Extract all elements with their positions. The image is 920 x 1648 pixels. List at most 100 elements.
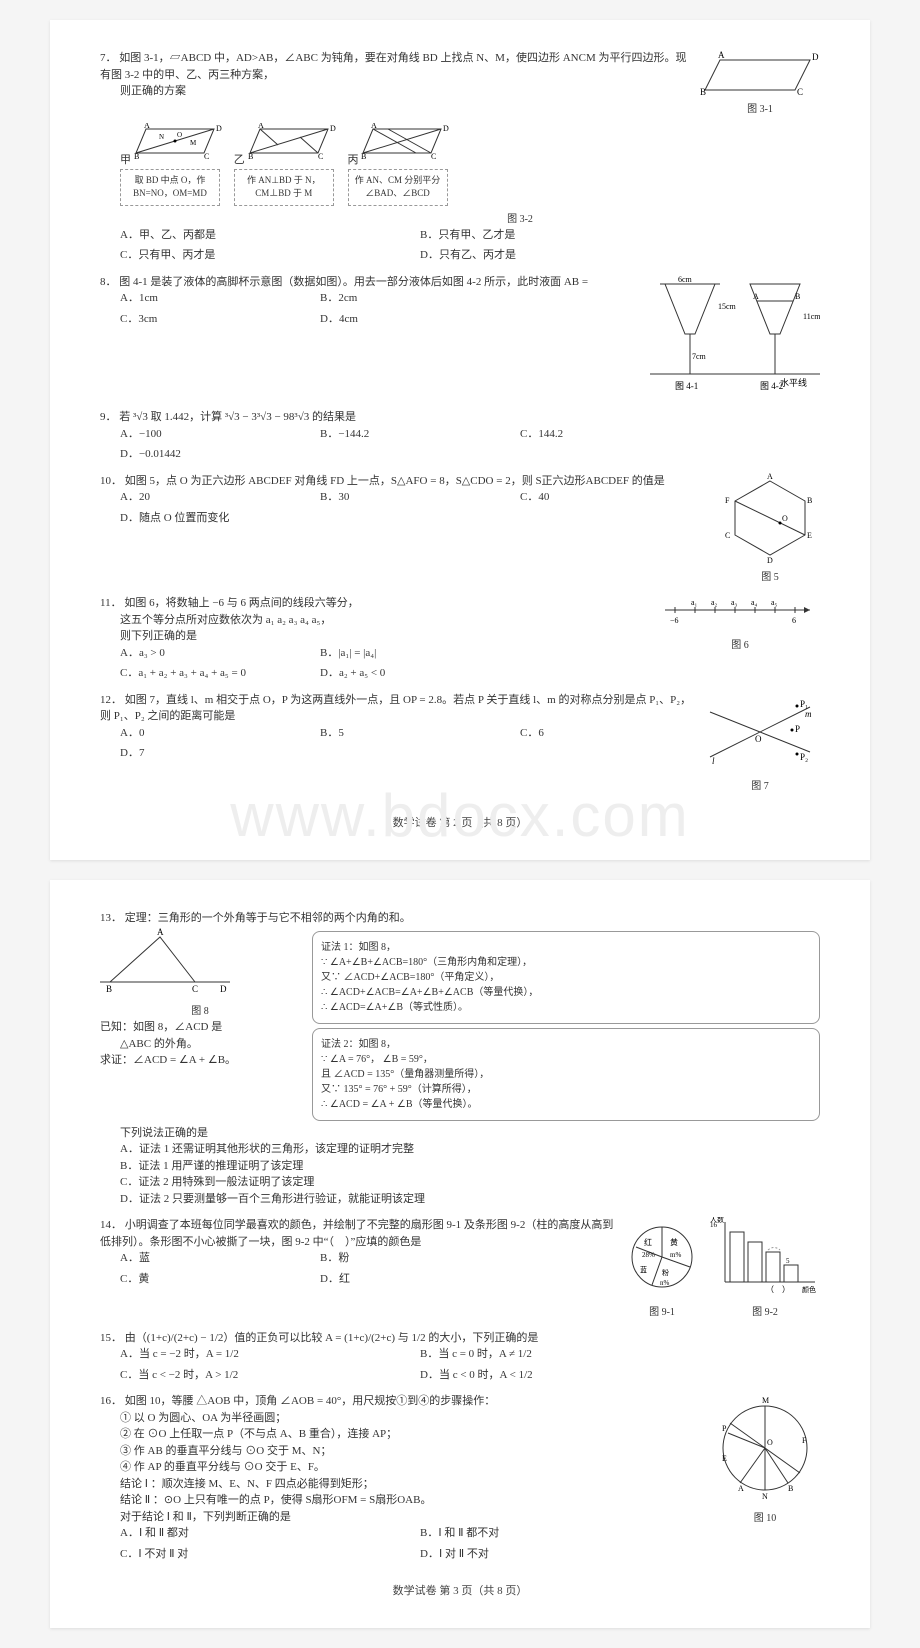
scheme-bing: 丙 ADBC 作 AN、CM 分别平分 ∠BAD、∠BCD xyxy=(348,123,452,206)
svg-text:P₂: P₂ xyxy=(800,752,808,762)
question-13: 13． 定理：三角形的一个外角等于与它不相邻的两个内角的和。 A B C D 图… xyxy=(100,910,820,1207)
stem-7cm: 7cm xyxy=(692,352,707,361)
svg-text:C: C xyxy=(318,152,323,161)
fig92-cap: 图 9-2 xyxy=(710,1305,820,1320)
q9-opt-a: A．−100 xyxy=(120,426,280,443)
fig-4: 6cm 15cm 7cm AB 11cm 水平线 图 4-1 图 4-2 xyxy=(650,274,820,400)
svg-text:A: A xyxy=(718,50,725,60)
q12-opt-b: B．5 xyxy=(320,725,480,742)
q16-opt-b: B．Ⅰ 和 Ⅱ 都不对 xyxy=(420,1525,680,1542)
svg-text:C: C xyxy=(725,531,730,540)
svg-text:P: P xyxy=(795,724,800,734)
question-9: 9． 若 ³√3 取 1.442，计算 ³√3 − 3³√3 − 98³√3 的… xyxy=(100,409,820,463)
q13-prove: 求证：∠ACD = ∠A + ∠B。 xyxy=(100,1052,300,1069)
q15-opt-c: C．当 c < −2 时，A > 1/2 xyxy=(120,1367,380,1384)
q12-text: 如图 7，直线 l、m 相交于点 O，P 为这两直线外一点，且 OP = 2.8… xyxy=(100,694,691,723)
q10-opt-c: C．40 xyxy=(520,489,680,506)
q13-left-col: A B C D 图 8 已知：如图 8，∠ACD 是 △ABC 的外角。 求证：… xyxy=(100,927,300,1069)
q13-text: 定理：三角形的一个外角等于与它不相邻的两个内角的和。 xyxy=(125,912,411,924)
q8-opt-d: D．4cm xyxy=(320,311,480,328)
fig10-cap: 图 10 xyxy=(710,1511,820,1526)
scheme-yi-desc: 作 AN⊥BD 于 N，CM⊥BD 于 M xyxy=(234,169,334,206)
q13-opt-a: A．证法 1 还需证明其他形状的三角形，该定理的证明才完整 xyxy=(120,1141,820,1158)
svg-text:E: E xyxy=(807,531,812,540)
q13-known2: △ABC 的外角。 xyxy=(120,1036,300,1053)
q7-schemes: 甲 ADBCNOM 取 BD 中点 O，作 BN=NO，OM=MD 乙 ADBC… xyxy=(120,123,820,206)
svg-text:B: B xyxy=(795,292,800,301)
question-15: 15． 由（(1+c)/(2+c) − 1/2）值的正负可以比较 A = (1+… xyxy=(100,1330,820,1384)
q14-opt-c: C．黄 xyxy=(120,1271,280,1288)
svg-text:M: M xyxy=(762,1396,769,1405)
svg-text:粉: 粉 xyxy=(662,1268,669,1277)
svg-text:m: m xyxy=(805,709,812,719)
svg-text:红: 红 xyxy=(644,1237,652,1247)
q11-opt-b: B．|a₁| = |a₄| xyxy=(320,645,480,662)
svg-text:a₅: a₅ xyxy=(771,598,778,607)
svg-text:F: F xyxy=(725,496,730,505)
q12-opt-d: D．7 xyxy=(120,745,280,762)
svg-text:a₃: a₃ xyxy=(731,598,738,607)
question-7: AD BC 图 3-1 7． 如图 3-1，▱ABCD 中，AD>AB，∠ABC… xyxy=(100,50,820,264)
q8-opt-c: C．3cm xyxy=(120,311,280,328)
svg-text:N: N xyxy=(762,1492,768,1501)
q10-number: 10． xyxy=(100,475,122,487)
scheme-yi: 乙 ADBC 作 AN⊥BD 于 N，CM⊥BD 于 M xyxy=(234,123,338,206)
svg-text:A: A xyxy=(767,473,773,481)
q14-number: 14． xyxy=(100,1219,122,1231)
q12-options: A．0 B．5 C．6 D．7 xyxy=(120,725,692,762)
q11-opt-d: D．a₂ + a₅ < 0 xyxy=(320,665,480,682)
q9-text: 若 ³√3 取 1.442，计算 ³√3 − 3³√3 − 98³√3 的结果是 xyxy=(119,411,356,423)
q13-options: A．证法 1 还需证明其他形状的三角形，该定理的证明才完整 B．证法 1 用严谨… xyxy=(120,1141,820,1207)
proof1-title: 证法 1：如图 8， xyxy=(321,940,811,955)
fig8-cap: 图 8 xyxy=(100,1004,300,1019)
q12-number: 12． xyxy=(100,694,122,706)
svg-text:E: E xyxy=(722,1454,727,1463)
q16-number: 16． xyxy=(100,1395,122,1407)
svg-text:n%: n% xyxy=(660,1279,670,1287)
svg-text:a₄: a₄ xyxy=(751,598,758,607)
baseline-label: 水平线 xyxy=(780,377,807,388)
svg-text:A: A xyxy=(157,927,164,937)
fig-10: M N F E P A B O 图 10 xyxy=(710,1393,820,1526)
scheme-jia-label: 甲 xyxy=(120,154,131,166)
q15-opt-a: A．当 c = −2 时，A = 1/2 xyxy=(120,1346,380,1363)
scheme-bing-desc: 作 AN、CM 分别平分 ∠BAD、∠BCD xyxy=(348,169,448,206)
q16-opt-d: D．Ⅰ 对 Ⅱ 不对 xyxy=(420,1546,680,1563)
question-11: −6 a₁ a₂ a₃ a₄ a₅ 6 图 6 11． 如图 6，将数轴上 −6… xyxy=(100,595,820,682)
svg-text:P₁: P₁ xyxy=(800,699,808,709)
q7-text: 如图 3-1，▱ABCD 中，AD>AB，∠ABC 为钝角，要在对角线 BD 上… xyxy=(100,52,686,81)
svg-text:m%: m% xyxy=(670,1251,681,1259)
q16-text: 如图 10，等腰 △AOB 中，顶角 ∠AOB = 40°，用尺规按①到④的步骤… xyxy=(125,1395,496,1407)
q10-options: A．20 B．30 C．40 D．随点 O 位置而变化 xyxy=(120,489,712,526)
exam-page-3: 13． 定理：三角形的一个外角等于与它不相邻的两个内角的和。 A B C D 图… xyxy=(50,880,870,1628)
q13-number: 13． xyxy=(100,912,122,924)
svg-text:颜色: 颜色 xyxy=(802,1285,816,1294)
q16-opt-c: C．Ⅰ 不对 Ⅱ 对 xyxy=(120,1546,380,1563)
svg-text:O: O xyxy=(767,1438,773,1447)
svg-text:C: C xyxy=(192,984,198,994)
number-line-icon: −6 a₁ a₂ a₃ a₄ a₅ 6 xyxy=(660,595,820,630)
q10-opt-a: A．20 xyxy=(120,489,280,506)
proof2-l1: ∵ ∠A = 76°， ∠B = 59°， xyxy=(321,1052,811,1067)
q12-opt-a: A．0 xyxy=(120,725,280,742)
q13-opt-d: D．证法 2 只要测量够一百个三角形进行验证，就能证明该定理 xyxy=(120,1191,820,1208)
h-11cm: 11cm xyxy=(803,312,820,321)
svg-text:6: 6 xyxy=(792,616,796,625)
q15-number: 15． xyxy=(100,1332,122,1344)
q13-stem: 下列说法正确的是 xyxy=(120,1125,820,1142)
svg-text:5: 5 xyxy=(786,1257,790,1265)
scheme-jia-desc: 取 BD 中点 O，作 BN=NO，OM=MD xyxy=(120,169,220,206)
fig42-cap: 图 4-2 xyxy=(760,381,783,391)
q7-opt-a: A．甲、乙、丙都是 xyxy=(120,227,380,244)
proof-1-box: 证法 1：如图 8， ∵ ∠A+∠B+∠ACB=180°（三角形内角和定理）， … xyxy=(312,931,820,1024)
h-15cm: 15cm xyxy=(718,302,737,311)
q9-opt-b: B．−144.2 xyxy=(320,426,480,443)
exam-page-2: AD BC 图 3-1 7． 如图 3-1，▱ABCD 中，AD>AB，∠ABC… xyxy=(50,20,870,860)
svg-text:−6: −6 xyxy=(670,616,679,625)
svg-text:B: B xyxy=(248,152,253,161)
fig-7: O P P₁ P₂ m l 图 7 xyxy=(700,692,820,795)
proof1-l4: ∴ ∠ACD=∠A+∠B（等式性质）。 xyxy=(321,1000,811,1015)
q9-opt-c: C．144.2 xyxy=(520,426,680,443)
svg-text:A: A xyxy=(144,123,150,130)
q10-text: 如图 5，点 O 为正六边形 ABCDEF 对角线 FD 上一点，S△AFO =… xyxy=(125,475,665,487)
